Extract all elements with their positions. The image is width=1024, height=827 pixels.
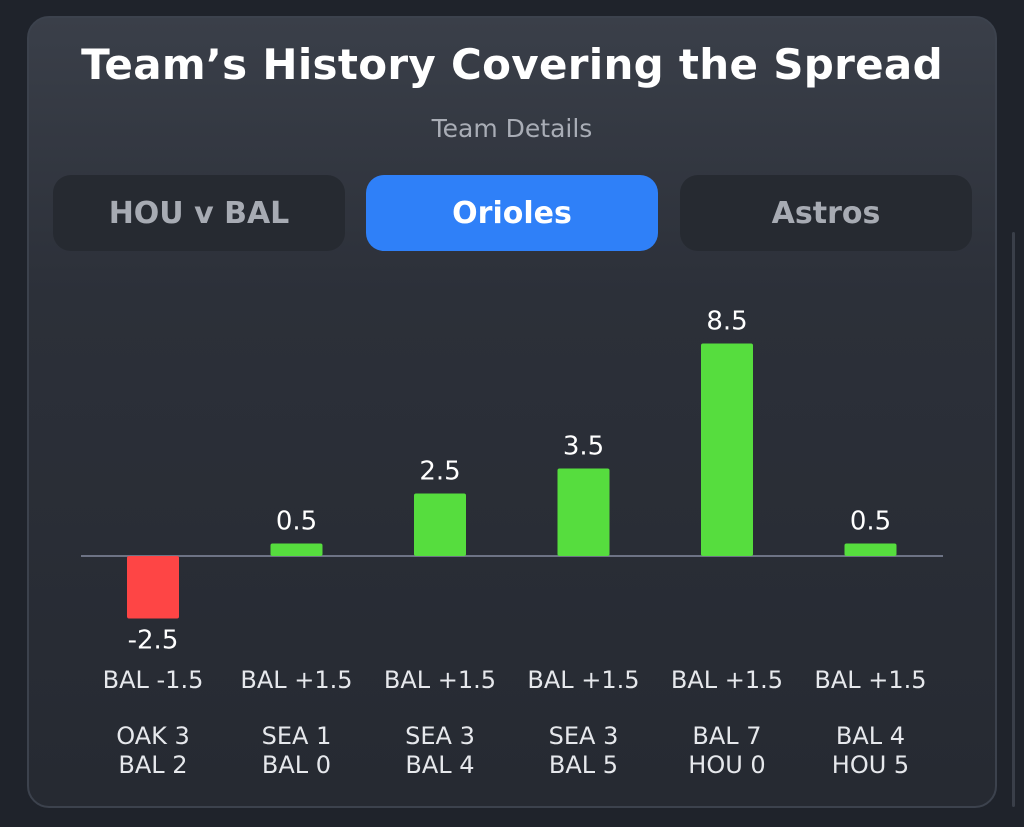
scroll-indicator[interactable]: [1012, 232, 1015, 807]
spread-line-label-4: BAL +1.5: [671, 666, 783, 694]
score-label-5-1: HOU 5: [832, 751, 909, 779]
bar-4: [701, 343, 753, 556]
value-label-0: -2.5: [128, 626, 179, 656]
bar-5: [844, 543, 897, 556]
spread-line-label-5: BAL +1.5: [814, 666, 926, 694]
card-subtitle: Team Details: [431, 114, 593, 143]
score-label-2-0: SEA 3: [405, 722, 475, 750]
bar-3: [557, 468, 610, 556]
spread-line-label-0: BAL -1.5: [103, 666, 204, 694]
spread-line-label-2: BAL +1.5: [384, 666, 496, 694]
score-label-3-0: SEA 3: [549, 722, 619, 750]
bar-1: [270, 543, 323, 556]
value-label-3: 3.5: [563, 432, 604, 462]
score-label-1-1: BAL 0: [262, 751, 331, 779]
value-label-1: 0.5: [276, 507, 317, 537]
bar-2: [414, 493, 466, 556]
value-label-5: 0.5: [850, 507, 891, 537]
value-label-2: 2.5: [419, 457, 460, 487]
spread-line-label-1: BAL +1.5: [240, 666, 352, 694]
tab-astros[interactable]: Astros: [680, 175, 972, 251]
score-label-4-0: BAL 7: [692, 722, 761, 750]
score-label-3-1: BAL 5: [549, 751, 618, 779]
score-label-0-1: BAL 2: [118, 751, 187, 779]
spread-history-card: [27, 16, 997, 808]
bar-0: [127, 556, 179, 619]
score-label-4-1: HOU 0: [688, 751, 765, 779]
card-title: Team’s History Covering the Spread: [81, 40, 943, 89]
score-label-0-0: OAK 3: [116, 722, 190, 750]
score-label-2-1: BAL 4: [405, 751, 474, 779]
tab-orioles[interactable]: Orioles: [366, 175, 658, 251]
score-label-1-0: SEA 1: [262, 722, 332, 750]
score-label-5-0: BAL 4: [836, 722, 905, 750]
tab-matchup[interactable]: HOU v BAL: [53, 175, 345, 251]
value-label-4: 8.5: [706, 307, 747, 337]
spread-line-label-3: BAL +1.5: [527, 666, 639, 694]
